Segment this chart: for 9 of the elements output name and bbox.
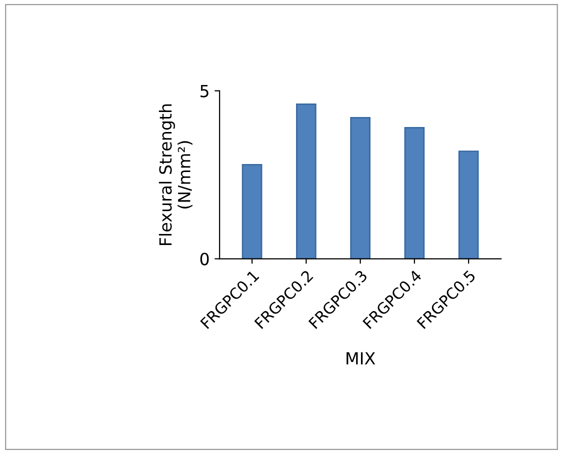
y-axis-title: Flexural Strength (N/mm²) — [158, 104, 192, 245]
bar — [242, 164, 262, 259]
bar — [296, 104, 316, 259]
x-axis-title: MIX — [346, 352, 376, 364]
y-tick-label: 5 — [200, 84, 208, 98]
bar — [404, 127, 425, 259]
y-tick-label: 0 — [200, 252, 209, 266]
bar — [350, 116, 370, 259]
bar — [458, 150, 479, 259]
